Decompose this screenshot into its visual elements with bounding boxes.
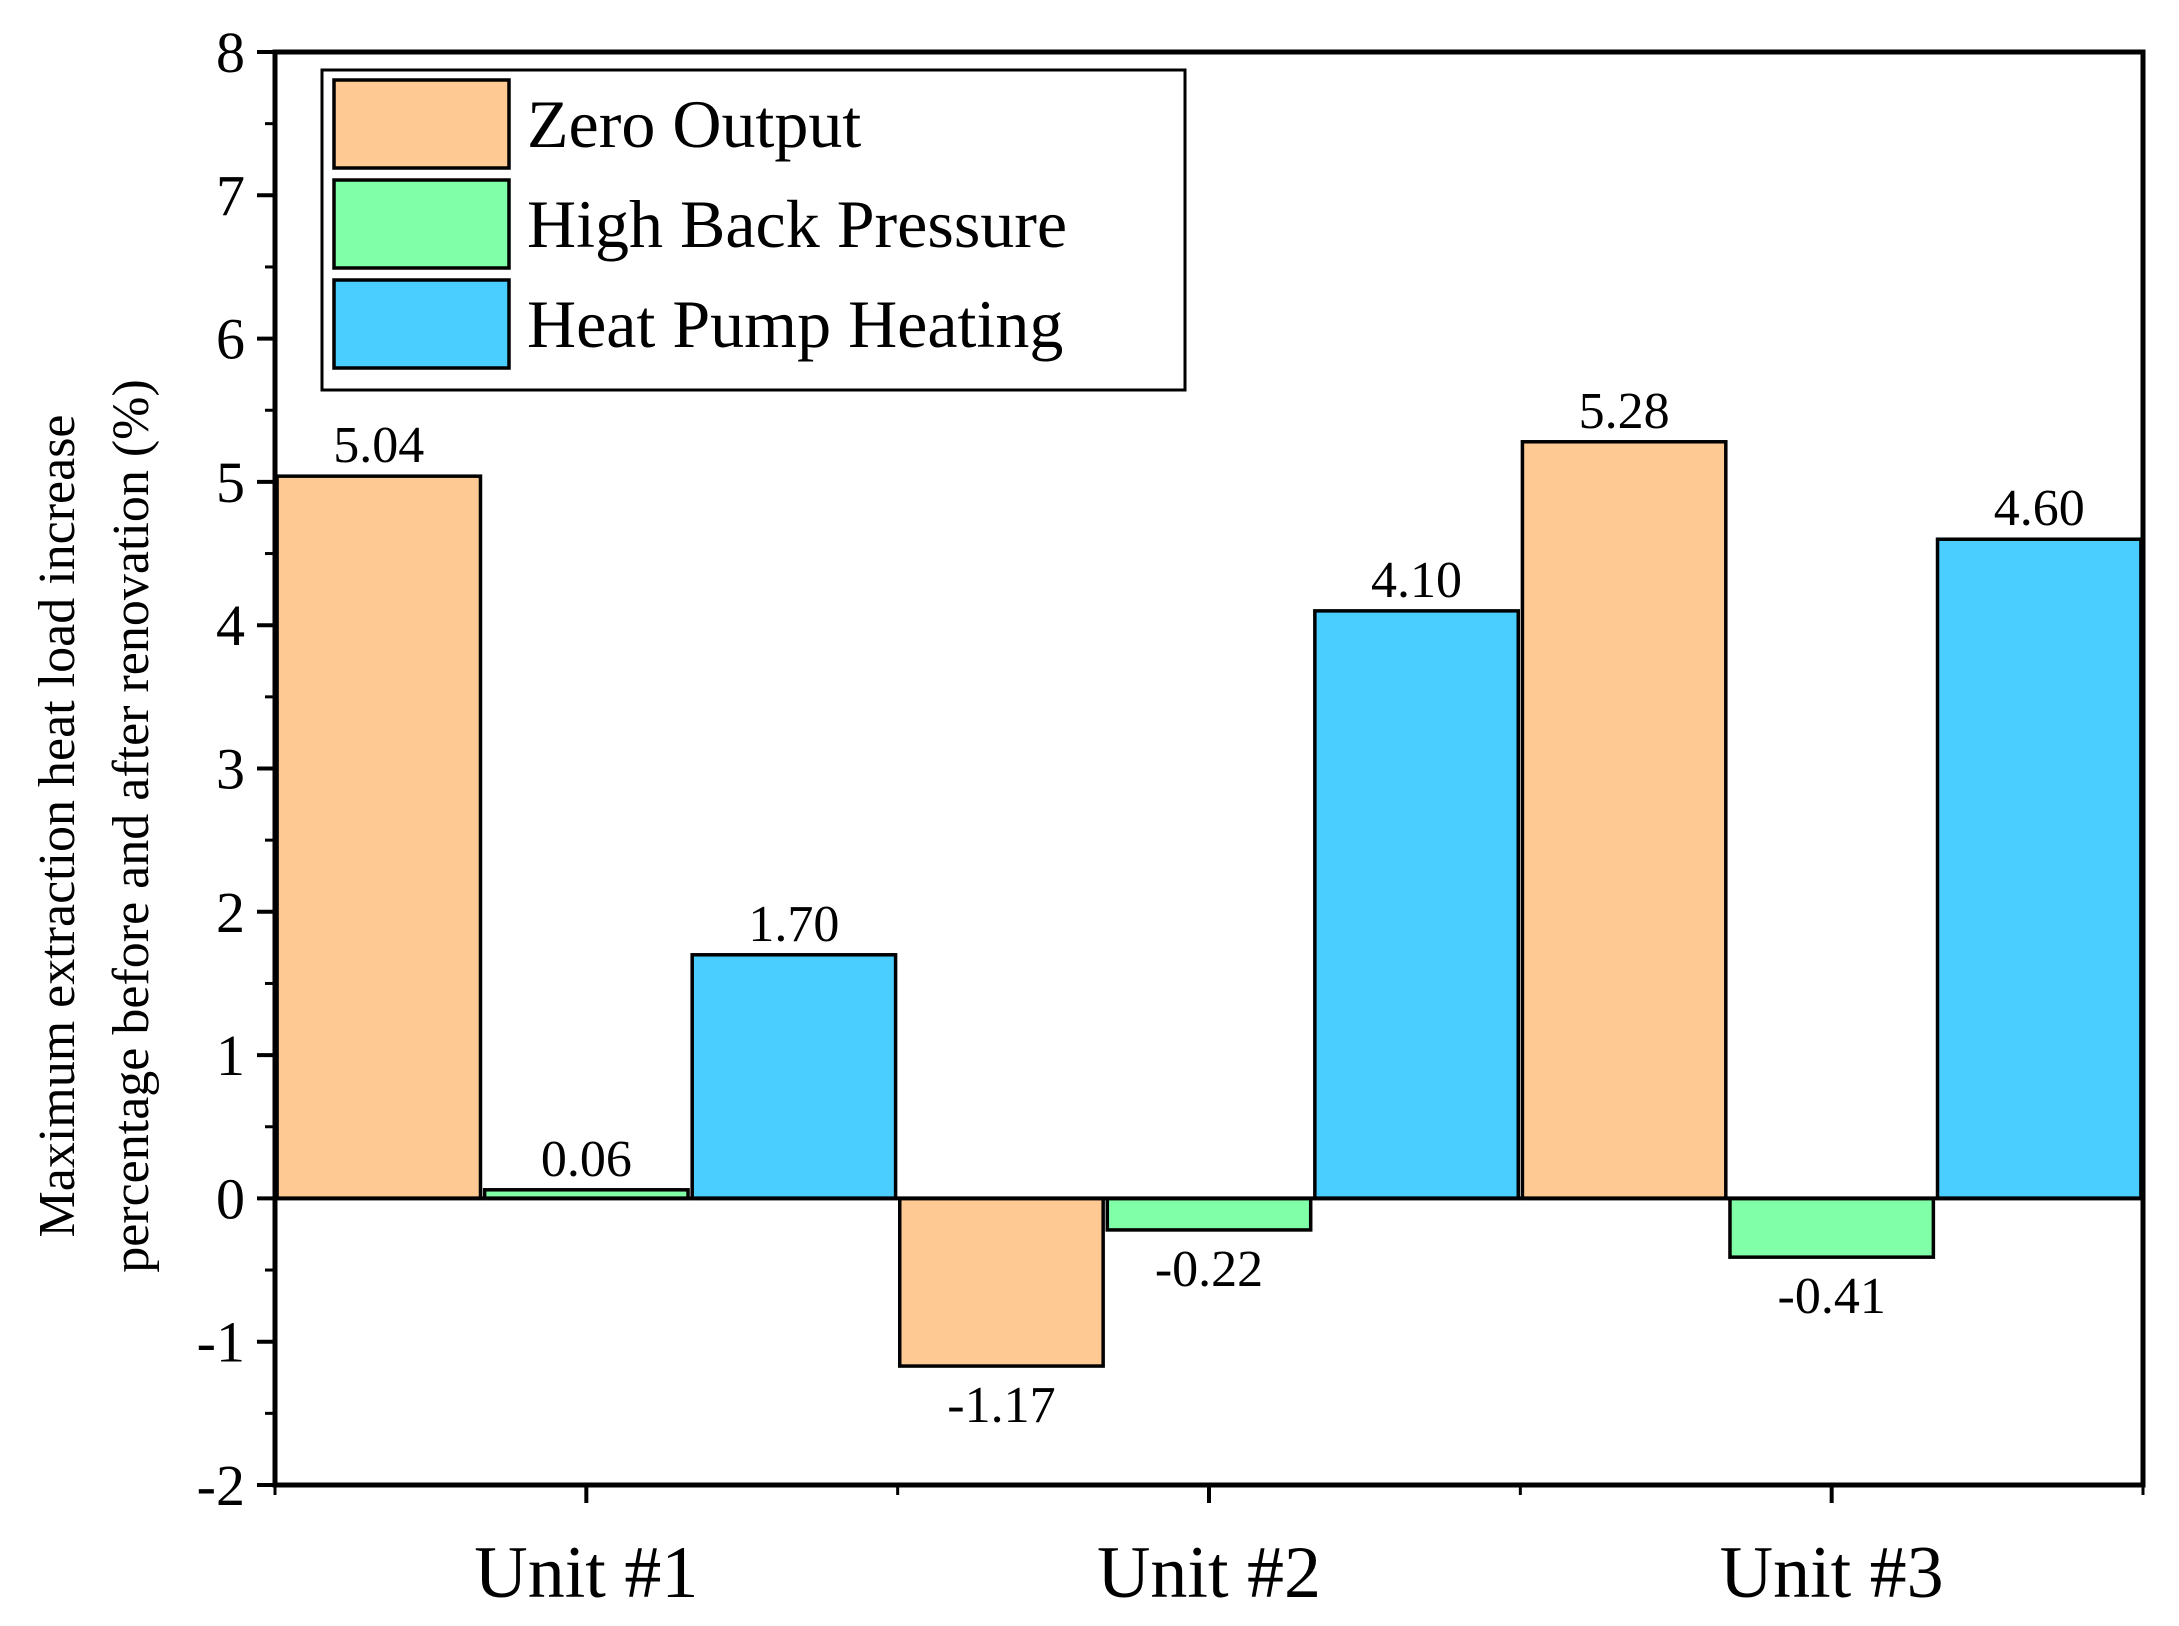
bar-value-label: 1.70 xyxy=(748,896,839,953)
bar-value-label: 5.04 xyxy=(333,417,424,474)
x-category-label: Unit #2 xyxy=(1097,1532,1321,1614)
y-tick-label: -1 xyxy=(197,1310,245,1375)
bar xyxy=(1105,1196,1313,1232)
bar-value-label: 4.60 xyxy=(1994,480,2085,537)
y-tick-label: 3 xyxy=(216,737,245,802)
y-tick-label: 1 xyxy=(216,1023,245,1088)
legend-swatch xyxy=(332,178,511,270)
bars-layer xyxy=(275,440,2143,1368)
legend-entry-label: Heat Pump Heating xyxy=(527,286,1063,362)
bar xyxy=(1935,537,2143,1201)
legend-entry-label: High Back Pressure xyxy=(527,186,1067,262)
legend-swatch xyxy=(332,78,511,170)
bar xyxy=(275,474,483,1201)
bar xyxy=(897,1196,1105,1368)
y-tick-label: 4 xyxy=(216,593,245,658)
bar-value-label: 4.10 xyxy=(1371,552,1462,609)
legend-swatch xyxy=(332,278,511,370)
bar-value-label: -0.22 xyxy=(1155,1241,1263,1298)
y-tick-label: 0 xyxy=(216,1166,245,1231)
legend-entry-label: Zero Output xyxy=(527,86,861,162)
bar-value-label: 5.28 xyxy=(1579,383,1670,440)
y-axis-title-line-2: percentage before and after renovation (… xyxy=(103,379,160,1273)
bar-value-label: -1.17 xyxy=(947,1377,1055,1434)
y-tick-label: 5 xyxy=(216,450,245,515)
bar-value-label: 0.06 xyxy=(541,1131,632,1188)
data-labels: 5.04 -1.17 5.28 0.06 -0.22 -0.41 1.70 4.10 4.60 xyxy=(333,383,2084,1434)
x-category-label: Unit #3 xyxy=(1720,1532,1944,1614)
bar-value-label: -0.41 xyxy=(1778,1268,1886,1325)
y-tick-label: 7 xyxy=(216,163,245,228)
bar xyxy=(1728,1196,1936,1259)
legend: Zero Output High Back Pressure Heat Pump H… xyxy=(320,68,1187,392)
x-category-label: Unit #1 xyxy=(474,1532,698,1614)
y-tick-label: 6 xyxy=(216,307,245,372)
y-tick-label: 8 xyxy=(216,20,245,85)
bar xyxy=(1313,609,1521,1201)
y-axis: -2 -1 0 1 2 3 4 5 6 7 8 xyxy=(197,20,275,1518)
y-tick-label: -2 xyxy=(197,1453,245,1518)
y-tick-label: 2 xyxy=(216,880,245,945)
y-axis-title-line-1: Maximum extraction heat load increase xyxy=(29,414,86,1237)
bar xyxy=(690,953,898,1201)
bar xyxy=(1520,440,1728,1201)
x-axis: Unit #1 Unit #2 Unit #3 xyxy=(273,1485,2145,1614)
